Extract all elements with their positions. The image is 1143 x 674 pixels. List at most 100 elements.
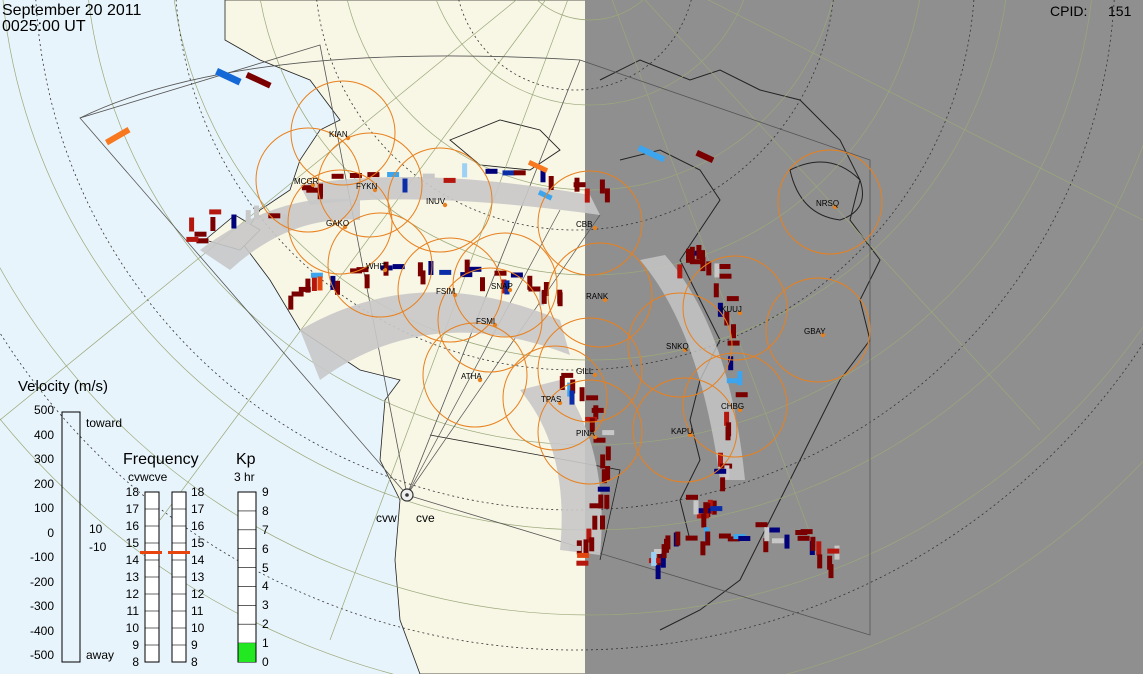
velocity-vector	[700, 541, 706, 556]
velocity-vector	[402, 178, 408, 193]
kp-tick: 7	[262, 522, 269, 537]
velocity-vector	[310, 272, 323, 278]
frequency-tick-cvw: 17	[125, 502, 139, 516]
frequency-tick-cve: 11	[191, 604, 204, 618]
station-ring	[422, 322, 528, 428]
velocity-vector	[593, 405, 599, 420]
velocity-vector	[288, 295, 294, 310]
station-dot	[737, 310, 743, 316]
velocity-vector	[767, 527, 780, 533]
velocity-tick: 300	[33, 452, 54, 466]
arctic-islands	[449, 119, 561, 171]
station-ring	[287, 169, 393, 275]
velocity-vector	[306, 187, 319, 193]
station-ring	[537, 379, 643, 485]
velocity-vector	[810, 536, 816, 551]
station-dot	[382, 267, 388, 273]
velocity-vector	[305, 278, 311, 293]
velocity-inner-tick-neg: -10	[89, 540, 107, 554]
station-ring	[682, 255, 788, 361]
station-dot	[687, 432, 693, 438]
velocity-tick: 500	[33, 403, 54, 417]
velocity-vector	[561, 372, 574, 378]
velocity-vector	[485, 168, 498, 174]
station-ring	[777, 149, 883, 255]
velocity-vector	[689, 246, 695, 261]
velocity-vector	[718, 533, 731, 539]
velocity-vector	[504, 280, 510, 295]
velocity-vector	[637, 145, 666, 163]
velocity-vector	[583, 539, 589, 554]
kp-tick: 0	[262, 655, 269, 669]
frequency-tick-cve: 10	[191, 621, 205, 635]
velocity-vector	[685, 535, 698, 541]
velocity-tick: -300	[29, 599, 54, 613]
velocity-vector	[537, 190, 553, 201]
kp-level-fill	[238, 643, 256, 662]
velocity-tick: 100	[33, 501, 54, 515]
velocity-vector	[392, 264, 405, 270]
station-ring	[502, 345, 608, 451]
velocity-vector	[586, 528, 592, 543]
velocity-vector	[686, 494, 698, 500]
station-label-gbay: GBAY	[804, 327, 826, 336]
velocity-vector	[724, 411, 730, 426]
frequency-tick-cve: 15	[191, 536, 205, 550]
velocity-vector	[569, 545, 582, 551]
velocity-vector	[600, 454, 606, 469]
station-dot	[592, 372, 598, 378]
station-label-nrsq: NRSQ	[816, 199, 839, 208]
station-label-kapu: KAPU	[671, 427, 693, 436]
kp-bar	[237, 491, 257, 663]
longitude-line	[611, 0, 821, 561]
velocity-vector	[298, 286, 311, 292]
velocity-vector	[428, 261, 434, 275]
velocity-tick: 400	[33, 427, 54, 442]
station-ring	[547, 242, 653, 348]
velocity-vector	[675, 531, 681, 546]
velocity-vector	[660, 553, 666, 568]
velocity-vector	[464, 259, 470, 274]
velocity-vector	[557, 292, 563, 307]
station-dot	[372, 187, 378, 193]
latitude-circle	[347, 0, 833, 191]
station-dot	[592, 225, 598, 231]
velocity-vector	[700, 250, 705, 265]
velocity-vector	[420, 270, 426, 285]
velocity-vector	[462, 163, 468, 178]
station-ring	[452, 232, 558, 338]
velocity-vector	[387, 172, 400, 177]
latitude-circle	[536, 0, 644, 21]
station-label-kuuj: KUUJ	[721, 305, 742, 314]
frequency-tick-cvw: 18	[125, 485, 139, 499]
longitude-line	[159, 0, 546, 521]
night-terminator	[585, 0, 1143, 674]
station-dot	[592, 434, 598, 440]
frequency-tick-cvw: 11	[126, 604, 139, 618]
velocity-toward-label: toward	[86, 416, 123, 430]
velocity-vector	[601, 469, 607, 484]
kp-legend-title: Kp	[236, 451, 256, 468]
groundscatter-band	[640, 255, 745, 480]
velocity-vector	[589, 418, 595, 433]
velocity-vector	[728, 356, 734, 371]
velocity-vector	[598, 494, 604, 509]
velocity-vector	[605, 466, 611, 480]
station-dot	[557, 400, 563, 406]
velocity-vector	[717, 302, 723, 317]
velocity-vector	[330, 275, 336, 290]
velocity-away-label: away	[86, 648, 115, 662]
frequency-tick-cvw: 10	[125, 621, 139, 635]
velocity-vector	[725, 426, 731, 441]
velocity-inner-tick-pos: 10	[89, 522, 103, 536]
beam-line	[406, 214, 601, 496]
frequency-tick-cve: 16	[191, 519, 205, 533]
frequency-tick-cvw: 15	[125, 536, 139, 550]
velocity-legend-title: Velocity (m/s)	[18, 378, 109, 395]
latitude-circle	[435, 0, 745, 106]
velocity-vector	[654, 549, 666, 554]
velocity-vector	[356, 267, 369, 273]
velocity-vector	[502, 170, 515, 176]
frequency-bars	[140, 491, 190, 663]
